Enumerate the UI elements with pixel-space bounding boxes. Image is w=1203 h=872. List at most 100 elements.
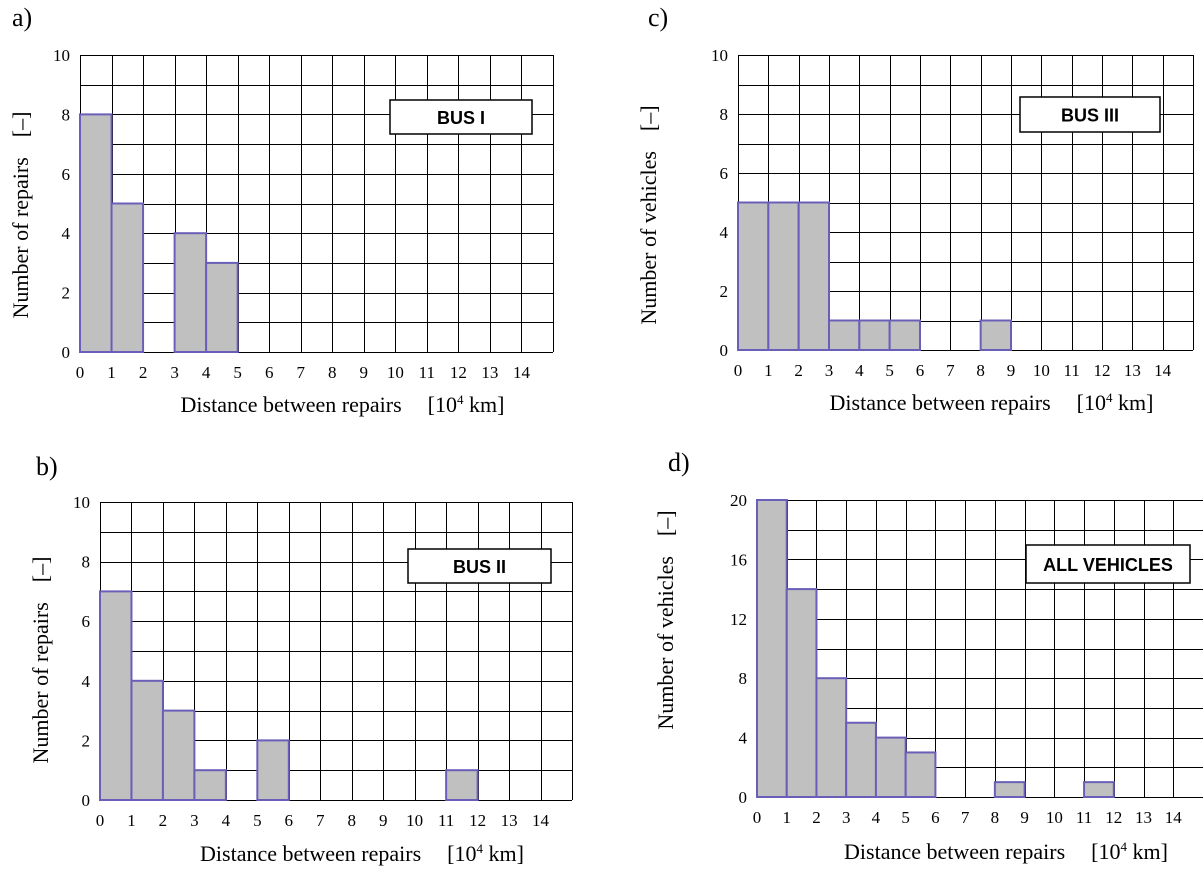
x-tick-label: 6 (931, 808, 940, 827)
x-axis-label: Distance between repairs (844, 839, 1065, 864)
x-axis-label: Distance between repairs (200, 841, 421, 866)
x-tick-label: 13 (481, 363, 498, 382)
histogram-bar (904, 751, 937, 799)
legend-label: ALL VEHICLES (1043, 555, 1173, 575)
x-tick-label: 11 (438, 811, 454, 830)
legend-frame (1019, 96, 1161, 133)
y-tick-label: 12 (730, 610, 747, 629)
histogram-bar (1083, 781, 1115, 799)
y-tick-label: 2 (82, 731, 91, 750)
x-axis-title: Distance between repairs [104 km] (830, 390, 1154, 415)
y-axis-label: Number of repairs (28, 602, 53, 763)
histogram-bar (888, 319, 922, 351)
x-tick-label: 1 (782, 808, 791, 827)
y-tick-label: 16 (730, 550, 747, 569)
legend-box: BUS I (389, 99, 533, 135)
y-tick-label: 0 (82, 791, 91, 810)
x-tick-label: 13 (1124, 361, 1141, 380)
x-axis-unit-exponent: 4 (477, 841, 484, 856)
y-tick-label: 0 (739, 788, 748, 807)
x-axis-unit-rest: km] (464, 392, 505, 417)
x-tick-label: 2 (812, 808, 821, 827)
y-tick-label: 0 (720, 341, 729, 360)
legend-frame (407, 548, 552, 584)
x-tick-label: 1 (764, 361, 773, 380)
x-tick-label: 14 (1154, 361, 1172, 380)
y-tick-label: 4 (62, 224, 71, 243)
histogram-bar (828, 319, 861, 351)
x-tick-label: 4 (855, 361, 864, 380)
legend-frame (389, 99, 533, 135)
y-axis-title: Number of repairs [–] (28, 557, 53, 764)
x-tick-label: 12 (1105, 808, 1122, 827)
x-tick-label: 8 (976, 361, 985, 380)
histogram-bar (205, 261, 239, 353)
y-tick-label: 4 (720, 223, 729, 242)
x-axis-unit-base: [10 (447, 841, 476, 866)
legend-label: BUS III (1061, 106, 1119, 126)
histogram-bar (993, 781, 1026, 799)
y-axis-unit: [–] (653, 510, 678, 536)
x-axis-label: Distance between repairs (181, 392, 402, 417)
y-tick-label: 8 (720, 105, 729, 124)
panel-label: a) (12, 3, 32, 32)
histogram-bar (161, 709, 196, 801)
x-tick-label: 3 (825, 361, 834, 380)
histogram-bar (815, 677, 848, 799)
x-axis-unit-exponent: 4 (457, 392, 464, 407)
x-tick-label: 8 (347, 811, 356, 830)
panel-label: d) (668, 448, 690, 477)
histogram-bar (737, 201, 770, 351)
x-tick-label: 10 (406, 811, 423, 830)
x-tick-label: 2 (159, 811, 168, 830)
x-tick-label: 5 (233, 363, 242, 382)
x-tick-label: 7 (961, 808, 970, 827)
x-tick-label: 2 (139, 363, 148, 382)
histogram-bar (874, 736, 907, 798)
x-tick-label: 1 (107, 363, 116, 382)
legend-box: BUS III (1019, 96, 1161, 133)
x-tick-label: 14 (532, 811, 550, 830)
histogram-bar (756, 499, 788, 798)
legend-box: ALL VEHICLES (1025, 544, 1191, 584)
y-tick-label: 2 (720, 282, 729, 301)
y-tick-label: 8 (739, 669, 748, 688)
y-axis-label: Number of repairs (8, 157, 33, 318)
x-axis-unit-rest: km] (483, 841, 524, 866)
x-tick-label: 5 (253, 811, 262, 830)
x-axis-title: Distance between repairs [104 km] (181, 392, 505, 417)
x-axis-unit-exponent: 4 (1106, 390, 1113, 405)
y-axis-label: Number of vehicles (653, 556, 678, 730)
x-tick-label: 4 (872, 808, 881, 827)
x-tick-label: 10 (387, 363, 404, 382)
x-tick-label: 8 (991, 808, 1000, 827)
x-tick-label: 8 (328, 363, 337, 382)
x-tick-label: 5 (885, 361, 894, 380)
y-axis-label: Number of vehicles (636, 151, 661, 325)
histogram-bar (445, 769, 479, 802)
histogram-bar (193, 769, 227, 802)
x-tick-label: 0 (96, 811, 105, 830)
x-axis-unit-base: [10 (428, 392, 457, 417)
x-tick-label: 12 (1094, 361, 1111, 380)
x-axis-title: Distance between repairs [104 km] (844, 839, 1168, 864)
y-tick-label: 6 (82, 612, 91, 631)
panel-label: b) (36, 452, 58, 481)
y-tick-label: 0 (62, 343, 71, 362)
histogram-bar (99, 590, 133, 802)
x-tick-label: 4 (222, 811, 231, 830)
y-tick-label: 8 (82, 553, 91, 572)
histogram-bar (845, 721, 877, 798)
y-axis-unit: [–] (28, 557, 53, 583)
x-tick-label: 11 (1063, 361, 1079, 380)
x-tick-label: 0 (753, 808, 762, 827)
x-tick-label: 0 (76, 363, 85, 382)
histogram-bar (767, 201, 800, 351)
x-tick-label: 4 (202, 363, 211, 382)
x-tick-label: 9 (360, 363, 369, 382)
y-tick-label: 10 (53, 46, 70, 65)
